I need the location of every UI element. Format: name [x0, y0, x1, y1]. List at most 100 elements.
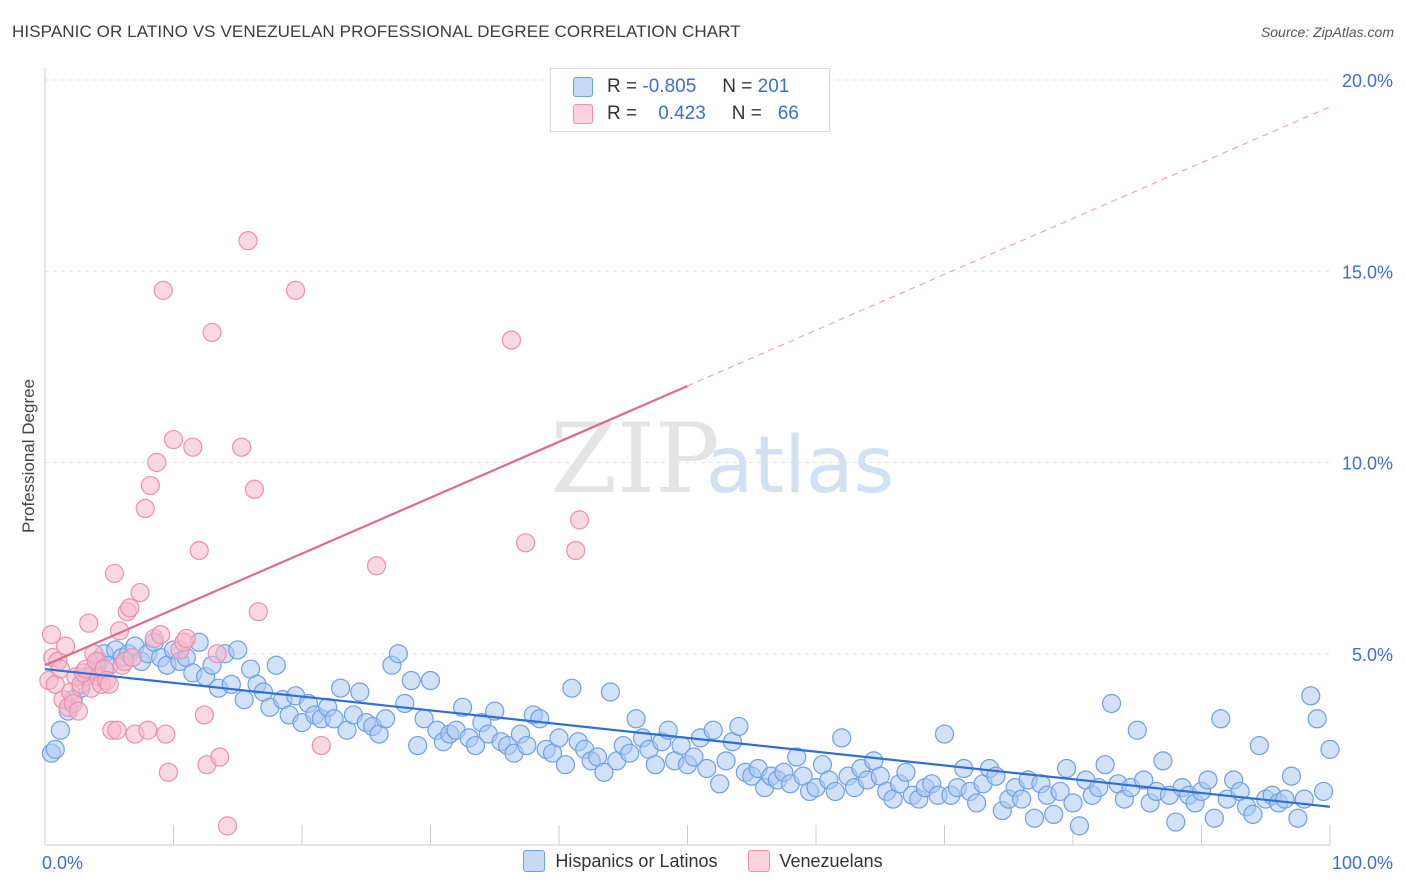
- data-point-hispanics: [1044, 804, 1064, 825]
- data-point-hispanics: [832, 728, 852, 748]
- data-point-venezuelans: [217, 816, 238, 836]
- data-point-venezuelans: [107, 720, 127, 740]
- data-point-venezuelans: [207, 644, 227, 664]
- tick-labels: 5.0% 10.0% 15.0% 20.0% 0.0% 100.0%: [42, 71, 1393, 873]
- data-point-venezuelans: [566, 540, 586, 561]
- data-point-hispanics: [266, 655, 286, 675]
- data-point-hispanics: [485, 701, 505, 721]
- data-point-hispanics: [234, 690, 254, 710]
- legend-n-label: N =: [731, 103, 762, 124]
- data-point-venezuelans: [210, 747, 230, 767]
- data-point-hispanics: [825, 781, 845, 802]
- correlation-legend: R = -0.805 N = 201 R = 0.423 N = 66: [550, 68, 830, 132]
- data-point-venezuelans: [104, 563, 124, 584]
- trend-line-venezuelans: [44, 384, 688, 667]
- legend-label-hispanics: Hispanics or Latinos: [555, 850, 718, 871]
- x-tick-label-max: 100.0%: [1332, 853, 1393, 873]
- data-point-venezuelans: [194, 705, 214, 725]
- data-point-hispanics: [594, 762, 614, 782]
- y-axis-label: Professional Degree: [19, 379, 38, 533]
- data-point-hispanics: [1281, 766, 1302, 786]
- legend-swatch-hispanics: [523, 850, 546, 872]
- data-point-hispanics: [1095, 755, 1115, 775]
- data-point-hispanics: [1275, 789, 1295, 809]
- data-point-hispanics: [684, 747, 704, 767]
- data-point-hispanics: [626, 709, 646, 729]
- y-tick-label: 15.0%: [1342, 262, 1393, 282]
- data-point-hispanics: [1301, 686, 1321, 706]
- data-point-venezuelans: [285, 280, 306, 300]
- trend-lines: [44, 106, 1331, 808]
- data-point-venezuelans: [138, 720, 158, 740]
- legend-r-value: -0.805: [642, 76, 697, 97]
- data-point-hispanics: [697, 758, 717, 779]
- data-point-venezuelans: [158, 762, 178, 782]
- data-point-venezuelans: [41, 625, 62, 645]
- legend-label-venezuelans: Venezuelans: [779, 850, 883, 871]
- data-point-venezuelans: [163, 429, 184, 450]
- data-point-hispanics: [620, 743, 640, 763]
- trend-line-hispanics: [44, 667, 1331, 808]
- data-point-hispanics: [420, 670, 441, 691]
- data-point-venezuelans: [311, 735, 331, 756]
- data-point-hispanics: [1127, 720, 1147, 740]
- data-point-hispanics: [453, 697, 473, 717]
- data-point-venezuelans: [156, 724, 176, 744]
- legend-swatch-venezuelans: [747, 850, 770, 872]
- series-venezuelans-points: [39, 231, 590, 836]
- data-point-hispanics: [350, 682, 370, 702]
- data-point-hispanics: [517, 735, 537, 756]
- data-point-venezuelans: [140, 475, 160, 496]
- data-point-hispanics: [1069, 816, 1090, 836]
- legend-swatch-blue: [573, 77, 593, 97]
- data-point-hispanics: [549, 728, 569, 748]
- data-point-venezuelans: [183, 437, 203, 457]
- data-point-venezuelans: [176, 628, 196, 649]
- data-point-venezuelans: [130, 582, 150, 603]
- data-point-venezuelans: [122, 647, 142, 668]
- data-point-hispanics: [787, 747, 807, 767]
- data-point-hispanics: [710, 774, 730, 794]
- axes: [44, 68, 1331, 846]
- data-point-hispanics: [934, 724, 955, 744]
- data-point-venezuelans: [151, 625, 171, 645]
- data-point-hispanics: [716, 751, 736, 771]
- data-point-hispanics: [703, 720, 723, 740]
- data-point-hispanics: [1166, 812, 1186, 832]
- data-point-hispanics: [1134, 770, 1154, 790]
- data-point-hispanics: [1050, 781, 1070, 802]
- data-point-hispanics: [324, 709, 344, 729]
- legend-row-venezuelans: R = 0.423 N = 66: [573, 102, 799, 126]
- data-point-hispanics: [1204, 808, 1224, 828]
- y-tick-label: 10.0%: [1342, 454, 1393, 474]
- data-point-hispanics: [967, 793, 987, 813]
- data-point-venezuelans: [189, 540, 209, 561]
- data-point-hispanics: [1313, 781, 1334, 802]
- data-point-venezuelans: [501, 330, 522, 350]
- data-point-hispanics: [1024, 808, 1045, 828]
- data-point-hispanics: [330, 678, 351, 698]
- legend-r-label: R =: [607, 76, 638, 97]
- trend-line-venezuelans-projection: [687, 106, 1331, 387]
- data-point-hispanics: [1101, 693, 1122, 714]
- y-tick-label: 20.0%: [1342, 71, 1393, 91]
- data-point-hispanics: [375, 709, 396, 729]
- series-hispanics-points: [41, 632, 1340, 836]
- data-point-hispanics: [530, 709, 550, 729]
- legend-n-value: 201: [757, 76, 790, 97]
- data-point-hispanics: [729, 716, 749, 737]
- gridlines: [45, 79, 1330, 655]
- data-point-hispanics: [562, 678, 582, 698]
- data-point-hispanics: [600, 682, 621, 702]
- chart-title: HISPANIC OR LATINO VS VENEZUELAN PROFESS…: [12, 22, 741, 41]
- data-point-venezuelans: [248, 602, 268, 622]
- legend-n-value: 66: [777, 103, 799, 124]
- data-point-hispanics: [1063, 793, 1083, 813]
- data-point-hispanics: [896, 762, 916, 782]
- legend-r-value: 0.423: [658, 103, 706, 124]
- data-point-hispanics: [1153, 751, 1173, 771]
- data-point-hispanics: [645, 755, 665, 775]
- data-point-hispanics: [1198, 770, 1218, 790]
- y-tick-label: 5.0%: [1352, 645, 1393, 665]
